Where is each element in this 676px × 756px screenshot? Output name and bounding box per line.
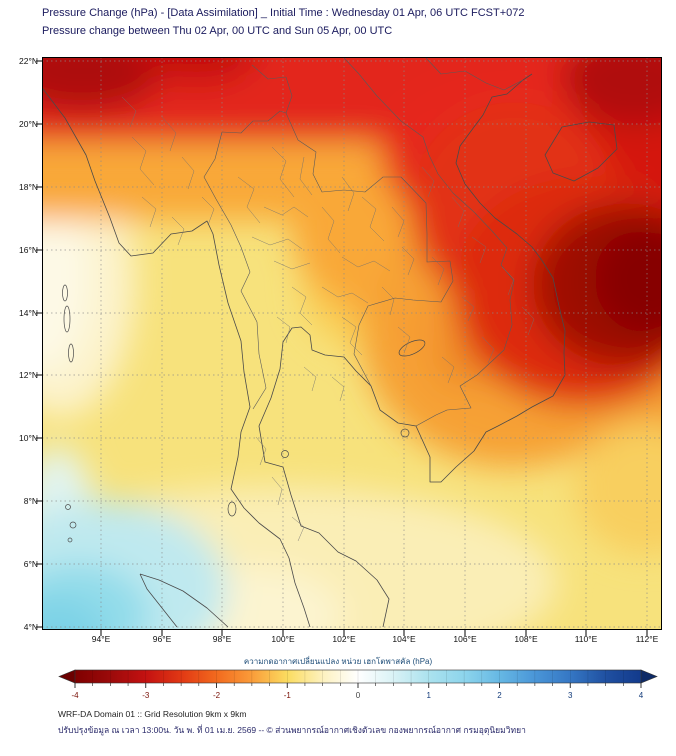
country-borders bbox=[203, 57, 524, 427]
colorbar-tick-label: 3 bbox=[568, 691, 573, 700]
title-line-1: Pressure Change (hPa) - [Data Assimilati… bbox=[42, 7, 525, 19]
y-axis-label: 22°N bbox=[19, 56, 38, 66]
pressure-field bbox=[42, 57, 662, 630]
coastline-andaman-west bbox=[42, 88, 311, 628]
x-axis-label: 106°E bbox=[453, 634, 477, 644]
colorbar: -4 -3 -2 -1 0 1 2 3 4 bbox=[58, 669, 658, 700]
islands bbox=[62, 284, 426, 543]
coastlines bbox=[42, 73, 618, 628]
x-axis-label: 98°E bbox=[212, 634, 232, 644]
x-axis-label: 112°E bbox=[635, 634, 659, 644]
colorbar-tick-label: -1 bbox=[284, 691, 292, 700]
colorbar-tick-label: -3 bbox=[142, 691, 150, 700]
y-axis-label: 8°N bbox=[23, 496, 38, 506]
province-borders bbox=[121, 96, 535, 542]
axis-ticks bbox=[36, 60, 648, 636]
footer-credit: ปรับปรุงข้อมูล ณ เวลา 13:00น. วัน พ. ที่… bbox=[58, 725, 526, 735]
y-axis-label: 10°N bbox=[19, 433, 38, 443]
title-line-2: Pressure change between Thu 02 Apr, 00 U… bbox=[42, 25, 393, 37]
map-svg bbox=[36, 57, 662, 636]
y-axis-label: 14°N bbox=[19, 308, 38, 318]
map-frame bbox=[42, 57, 662, 630]
y-axis-label: 6°N bbox=[23, 559, 38, 569]
colorbar-ticks bbox=[74, 670, 642, 688]
y-axis-label: 12°N bbox=[19, 370, 38, 380]
footer-domain-info: WRF-DA Domain 01 :: Grid Resolution 9km … bbox=[58, 709, 247, 719]
x-axis-label: 110°E bbox=[574, 634, 598, 644]
colorbar-tick-label: -4 bbox=[71, 691, 79, 700]
x-axis-label: 108°E bbox=[514, 634, 538, 644]
x-axis-label: 96°E bbox=[152, 634, 172, 644]
colorbar-label: ความกดอากาศเปลี่ยนแปลง หน่วย เฮกโตพาสคัล… bbox=[243, 657, 433, 666]
x-axis-label: 100°E bbox=[271, 634, 295, 644]
colorbar-tick-label: 1 bbox=[427, 691, 432, 700]
y-axis-label: 4°N bbox=[23, 622, 38, 632]
coastline-hainan bbox=[544, 121, 618, 182]
map-panel bbox=[36, 57, 662, 636]
colorbar-tick-label: 0 bbox=[356, 691, 361, 700]
colorbar-right-arrow bbox=[640, 669, 658, 684]
province-mesh-myanmar bbox=[121, 96, 215, 246]
y-axis-label: 20°N bbox=[19, 119, 38, 129]
coastline-sumatra bbox=[139, 573, 229, 628]
colorbar-tick-label: -2 bbox=[213, 691, 221, 700]
colorbar-tick-label: 4 bbox=[639, 691, 644, 700]
coastline-gulf-vietnam bbox=[258, 73, 566, 628]
x-axis-label: 102°E bbox=[332, 634, 356, 644]
province-mesh-thailand bbox=[237, 146, 415, 542]
x-axis-label: 94°E bbox=[91, 634, 111, 644]
colorbar-left-arrow bbox=[58, 669, 76, 684]
y-axis-label: 18°N bbox=[19, 182, 38, 192]
x-axis-label: 104°E bbox=[392, 634, 416, 644]
province-mesh-indochina bbox=[397, 166, 535, 384]
y-axis-label: 16°N bbox=[19, 245, 38, 255]
colorbar-tick-label: 2 bbox=[497, 691, 502, 700]
